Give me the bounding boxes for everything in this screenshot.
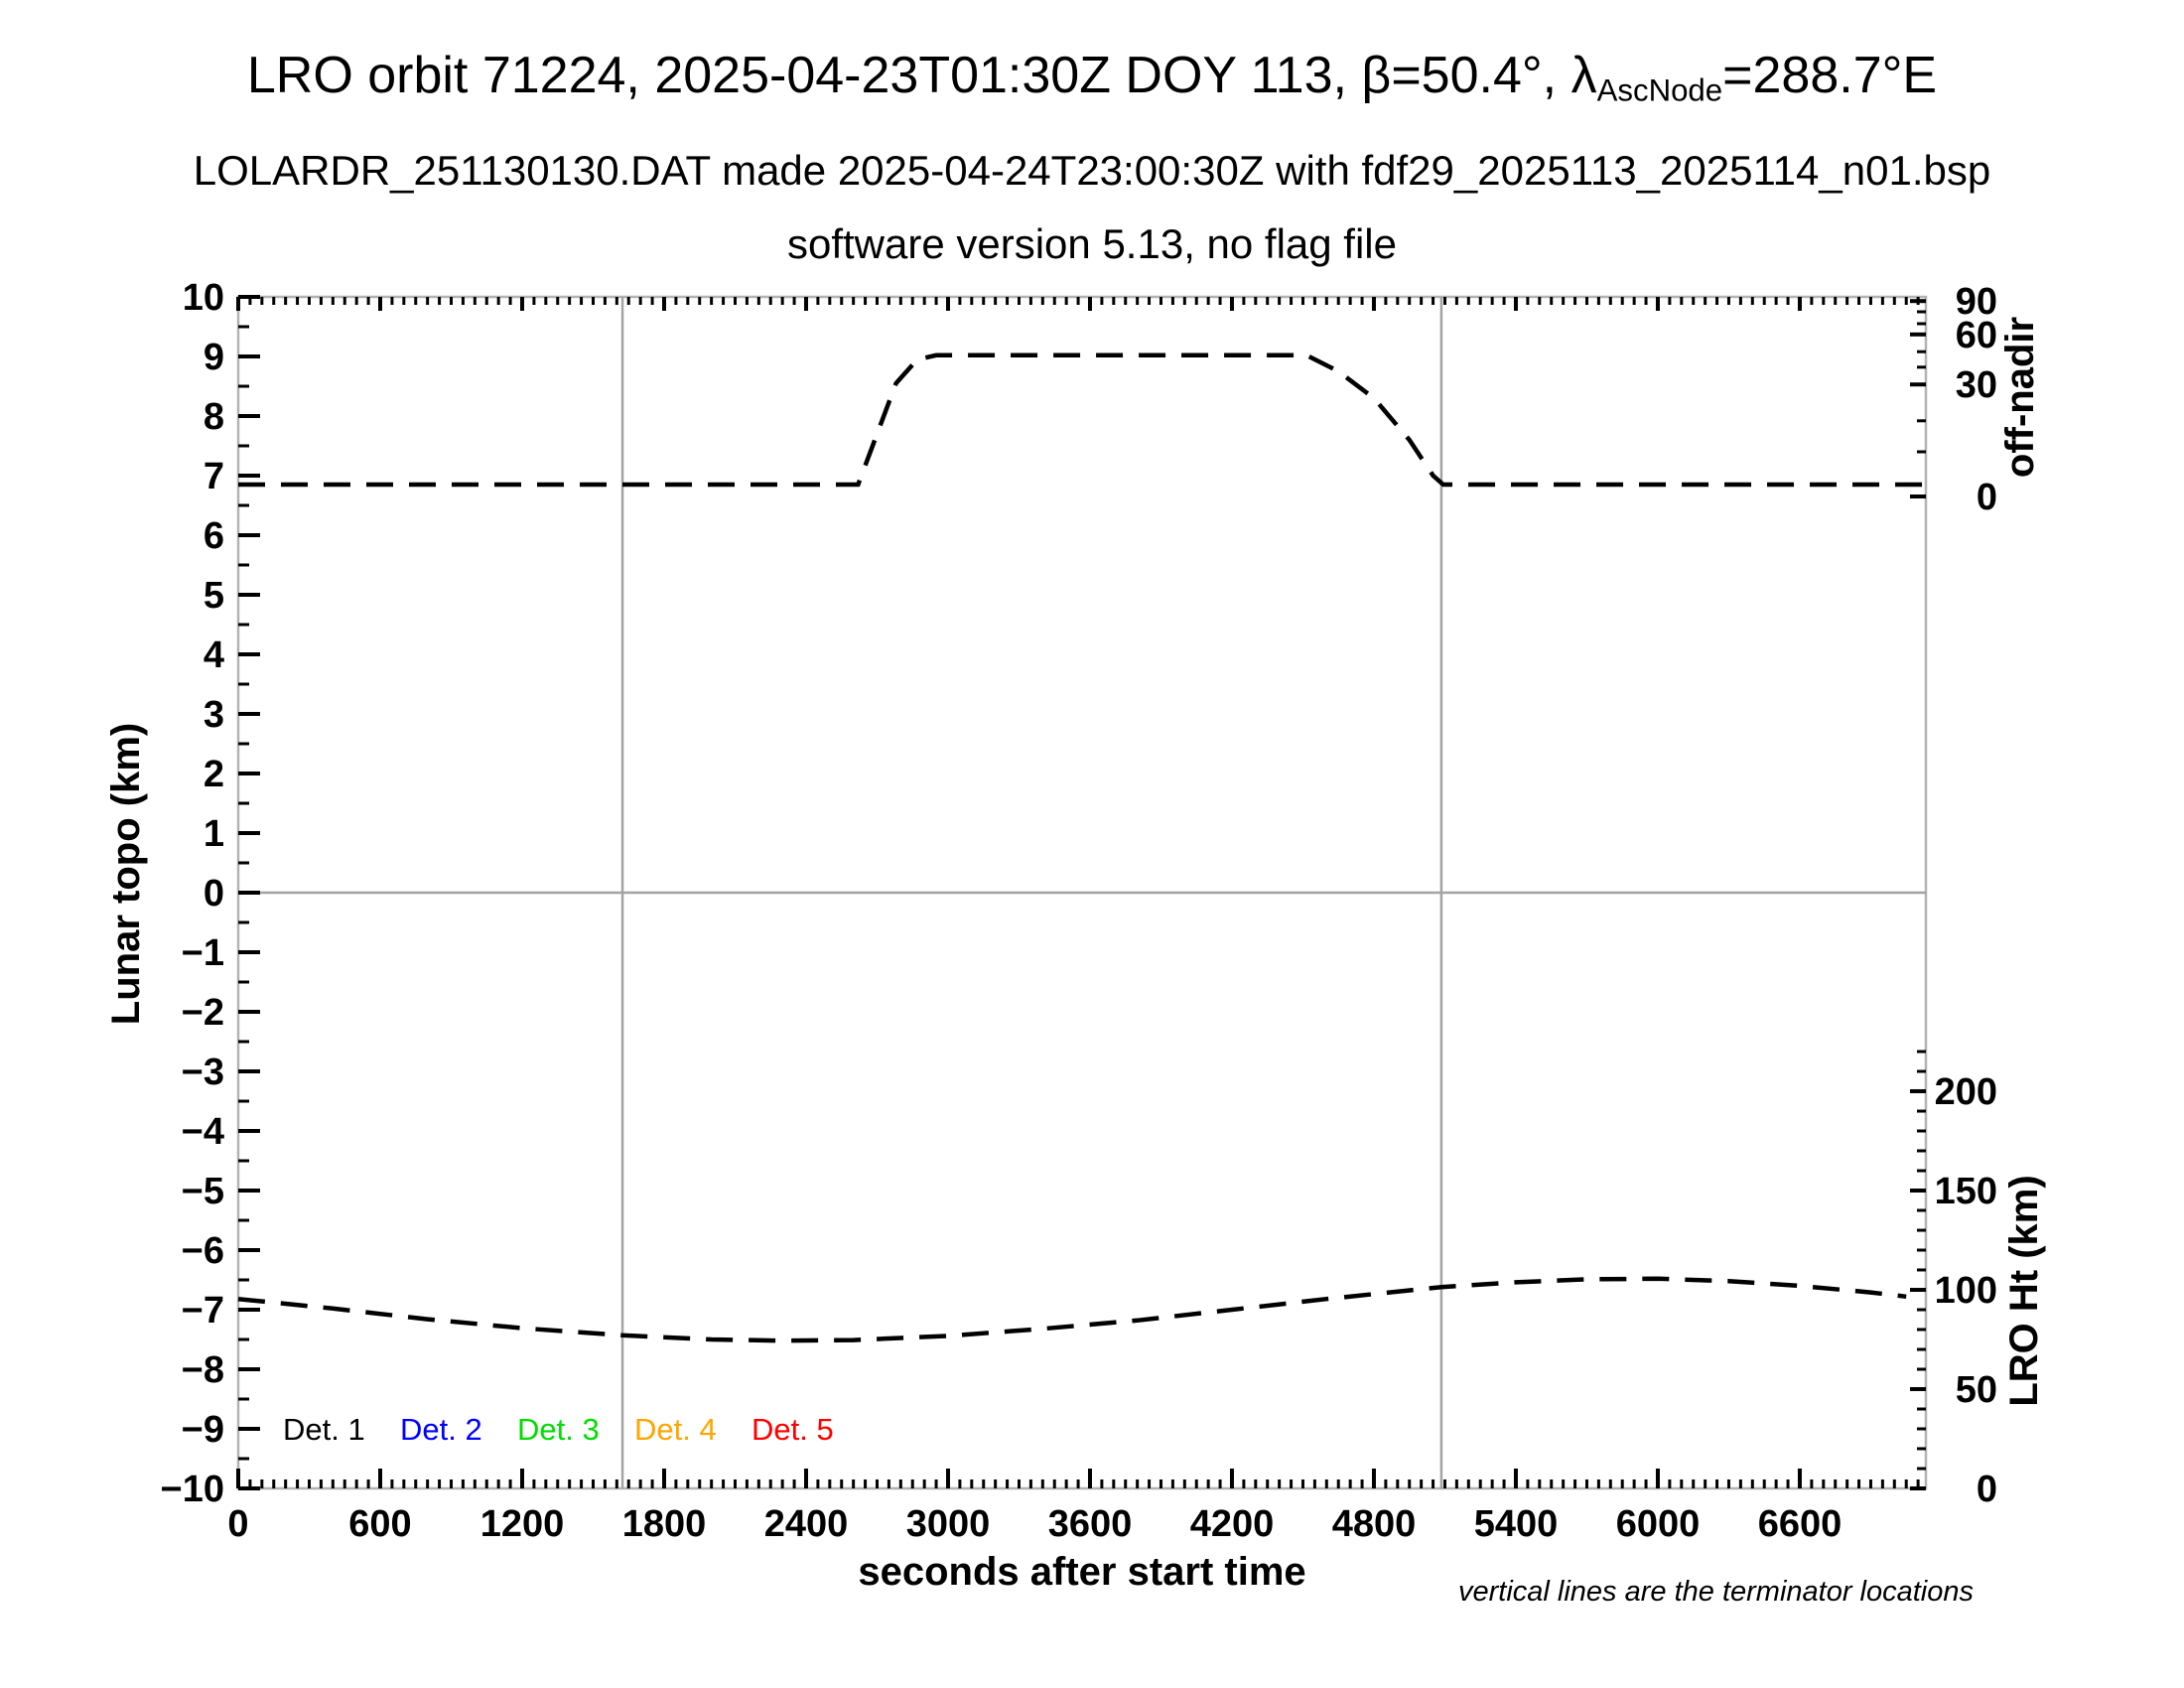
legend-item-4: Det. 4 [634, 1412, 717, 1447]
page-title-subscript: AscNode [1596, 72, 1723, 108]
right-axis-title-lro-ht: LRO Ht (km) [2002, 1175, 2046, 1406]
terminator-footnote: vertical lines are the terminator locati… [1458, 1576, 1974, 1608]
x-tick-label: 1800 [622, 1503, 707, 1545]
x-tick-label: 600 [348, 1503, 411, 1545]
x-tick-label: 4200 [1190, 1503, 1275, 1545]
y-tick-label: −6 [182, 1230, 224, 1272]
page-title-main: LRO orbit 71224, 2025-04-23T01:30Z DOY 1… [246, 47, 1597, 104]
x-tick-label: 3000 [906, 1503, 991, 1545]
y-tick-label: −5 [182, 1171, 224, 1212]
y-tick-label: 0 [204, 873, 224, 914]
x-tick-label: 5400 [1474, 1503, 1559, 1545]
x-tick-label: 2400 [764, 1503, 849, 1545]
y-tick-label: −8 [182, 1349, 224, 1391]
right-axis-1-tick-label: 100 [1935, 1270, 1997, 1312]
software-version-line: software version 5.13, no flag file [786, 220, 1397, 267]
page-title: LRO orbit 71224, 2025-04-23T01:30Z DOY 1… [0, 47, 2184, 108]
y-tick-label: −4 [182, 1111, 224, 1153]
y-tick-label: −3 [182, 1052, 224, 1093]
y-tick-label: −7 [182, 1290, 224, 1332]
y-tick-label: 8 [204, 396, 224, 438]
x-tick-label: 1200 [480, 1503, 565, 1545]
y-tick-label: 1 [204, 813, 224, 855]
right-axis-1-tick-label: 200 [1935, 1071, 1997, 1113]
page-title-suffix: =288.7°E [1722, 47, 1938, 104]
right-axis-1-tick-label: 0 [1977, 1469, 1997, 1510]
y-tick-label: 4 [204, 634, 224, 676]
y-tick-label: 10 [183, 277, 224, 319]
legend-item-3: Det. 3 [517, 1412, 600, 1447]
x-tick-label: 4800 [1332, 1503, 1417, 1545]
right-axis-1-tick-label: 150 [1935, 1171, 1997, 1212]
series-curve-1 [238, 352, 1923, 488]
y-tick-label: −2 [182, 992, 224, 1034]
x-tick-label: 3600 [1048, 1503, 1133, 1545]
y-tick-label: 9 [204, 337, 224, 378]
y-tick-label: −1 [182, 932, 224, 974]
right-axis-0-tick-label: 0 [1977, 477, 1997, 518]
left-axis-title: Lunar topo (km) [104, 723, 148, 1025]
legend-item-1: Det. 1 [283, 1412, 365, 1447]
y-tick-label: 7 [204, 456, 224, 497]
right-axis-0-tick-label: 30 [1956, 364, 1997, 406]
x-tick-label: 0 [227, 1503, 248, 1545]
right-axis-0-tick-label: 90 [1956, 281, 1997, 323]
right-axis-title-offnadir: off-nadir [1998, 317, 2042, 478]
y-tick-label: 3 [204, 694, 224, 736]
y-tick-label: 2 [204, 754, 224, 795]
x-tick-label: 6000 [1616, 1503, 1701, 1545]
y-tick-label: −10 [161, 1469, 224, 1510]
right-axis-0-tick-label: 60 [1956, 315, 1997, 356]
y-tick-label: 6 [204, 515, 224, 557]
file-subtitle: LOLARDR_251130130.DAT made 2025-04-24T23… [193, 147, 1991, 194]
y-tick-label: −9 [182, 1409, 224, 1451]
legend-item-5: Det. 5 [751, 1412, 834, 1447]
right-axis-1-tick-label: 50 [1956, 1369, 1997, 1411]
series-curve-2 [237, 1276, 1907, 1343]
legend-item-2: Det. 2 [400, 1412, 482, 1447]
x-tick-label: 6600 [1758, 1503, 1843, 1545]
y-tick-label: 5 [204, 575, 224, 617]
x-axis-title: seconds after start time [858, 1550, 1305, 1594]
